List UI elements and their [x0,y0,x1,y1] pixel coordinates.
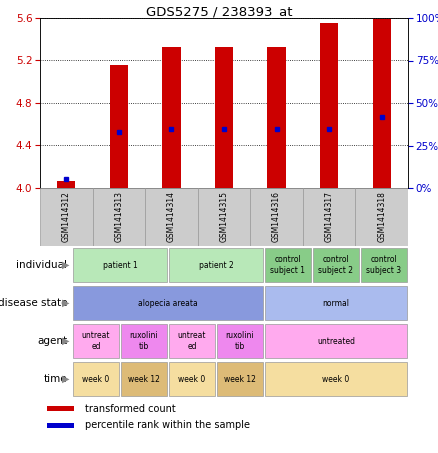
Text: GSM1414314: GSM1414314 [167,192,176,242]
Text: ruxolini
tib: ruxolini tib [226,331,254,351]
Bar [250,188,303,246]
Text: individual: individual [16,260,67,270]
Text: control
subject 1: control subject 1 [271,255,305,275]
Text: control
subject 2: control subject 2 [318,255,353,275]
Text: GSM1414318: GSM1414318 [377,192,386,242]
Text: GSM1414312: GSM1414312 [62,192,71,242]
Bar [361,248,407,282]
Bar [73,286,263,320]
Bar [73,248,167,282]
Text: GDS5275 / 238393_at: GDS5275 / 238393_at [146,5,292,19]
Text: week 0: week 0 [82,375,110,384]
Text: untreat
ed: untreat ed [178,331,206,351]
Bar [198,188,250,246]
Bar [215,47,233,188]
Bar [355,188,408,246]
Text: GSM1414316: GSM1414316 [272,192,281,242]
Text: transformed count: transformed count [85,404,176,414]
Bar [47,406,74,411]
Text: week 12: week 12 [128,375,160,384]
Text: patient 1: patient 1 [102,260,138,270]
Bar [92,188,145,246]
Bar [267,47,286,188]
Bar [169,324,215,358]
Text: GSM1414313: GSM1414313 [114,192,124,242]
Text: alopecia areata: alopecia areata [138,299,198,308]
Bar [265,248,311,282]
Bar [73,362,119,396]
Bar [121,362,167,396]
Bar [57,181,75,188]
Bar [313,248,359,282]
Text: week 0: week 0 [322,375,350,384]
Bar [217,362,263,396]
Text: ruxolini
tib: ruxolini tib [130,331,158,351]
Text: week 12: week 12 [224,375,256,384]
Text: GSM1414315: GSM1414315 [219,192,229,242]
Text: disease state: disease state [0,298,67,308]
Text: patient 2: patient 2 [198,260,233,270]
Text: ▶: ▶ [62,298,70,308]
Bar [145,188,198,246]
Text: untreated: untreated [317,337,355,346]
Text: GSM1414317: GSM1414317 [325,192,334,242]
Bar [110,65,128,188]
Text: agent: agent [37,336,67,346]
Text: ▶: ▶ [62,260,70,270]
Text: normal: normal [322,299,350,308]
Bar [320,23,338,188]
Bar [372,19,391,188]
Bar [169,248,263,282]
Text: untreat
ed: untreat ed [82,331,110,351]
Bar [47,423,74,428]
Bar [121,324,167,358]
Bar [265,362,407,396]
Bar [265,324,407,358]
Text: week 0: week 0 [178,375,205,384]
Text: ▶: ▶ [62,374,70,384]
Bar [217,324,263,358]
Bar [162,47,180,188]
Bar [303,188,355,246]
Text: percentile rank within the sample: percentile rank within the sample [85,420,250,430]
Text: ▶: ▶ [62,336,70,346]
Text: control
subject 3: control subject 3 [367,255,402,275]
Bar [40,188,92,246]
Bar [169,362,215,396]
Text: time: time [43,374,67,384]
Bar [265,286,407,320]
Bar [73,324,119,358]
